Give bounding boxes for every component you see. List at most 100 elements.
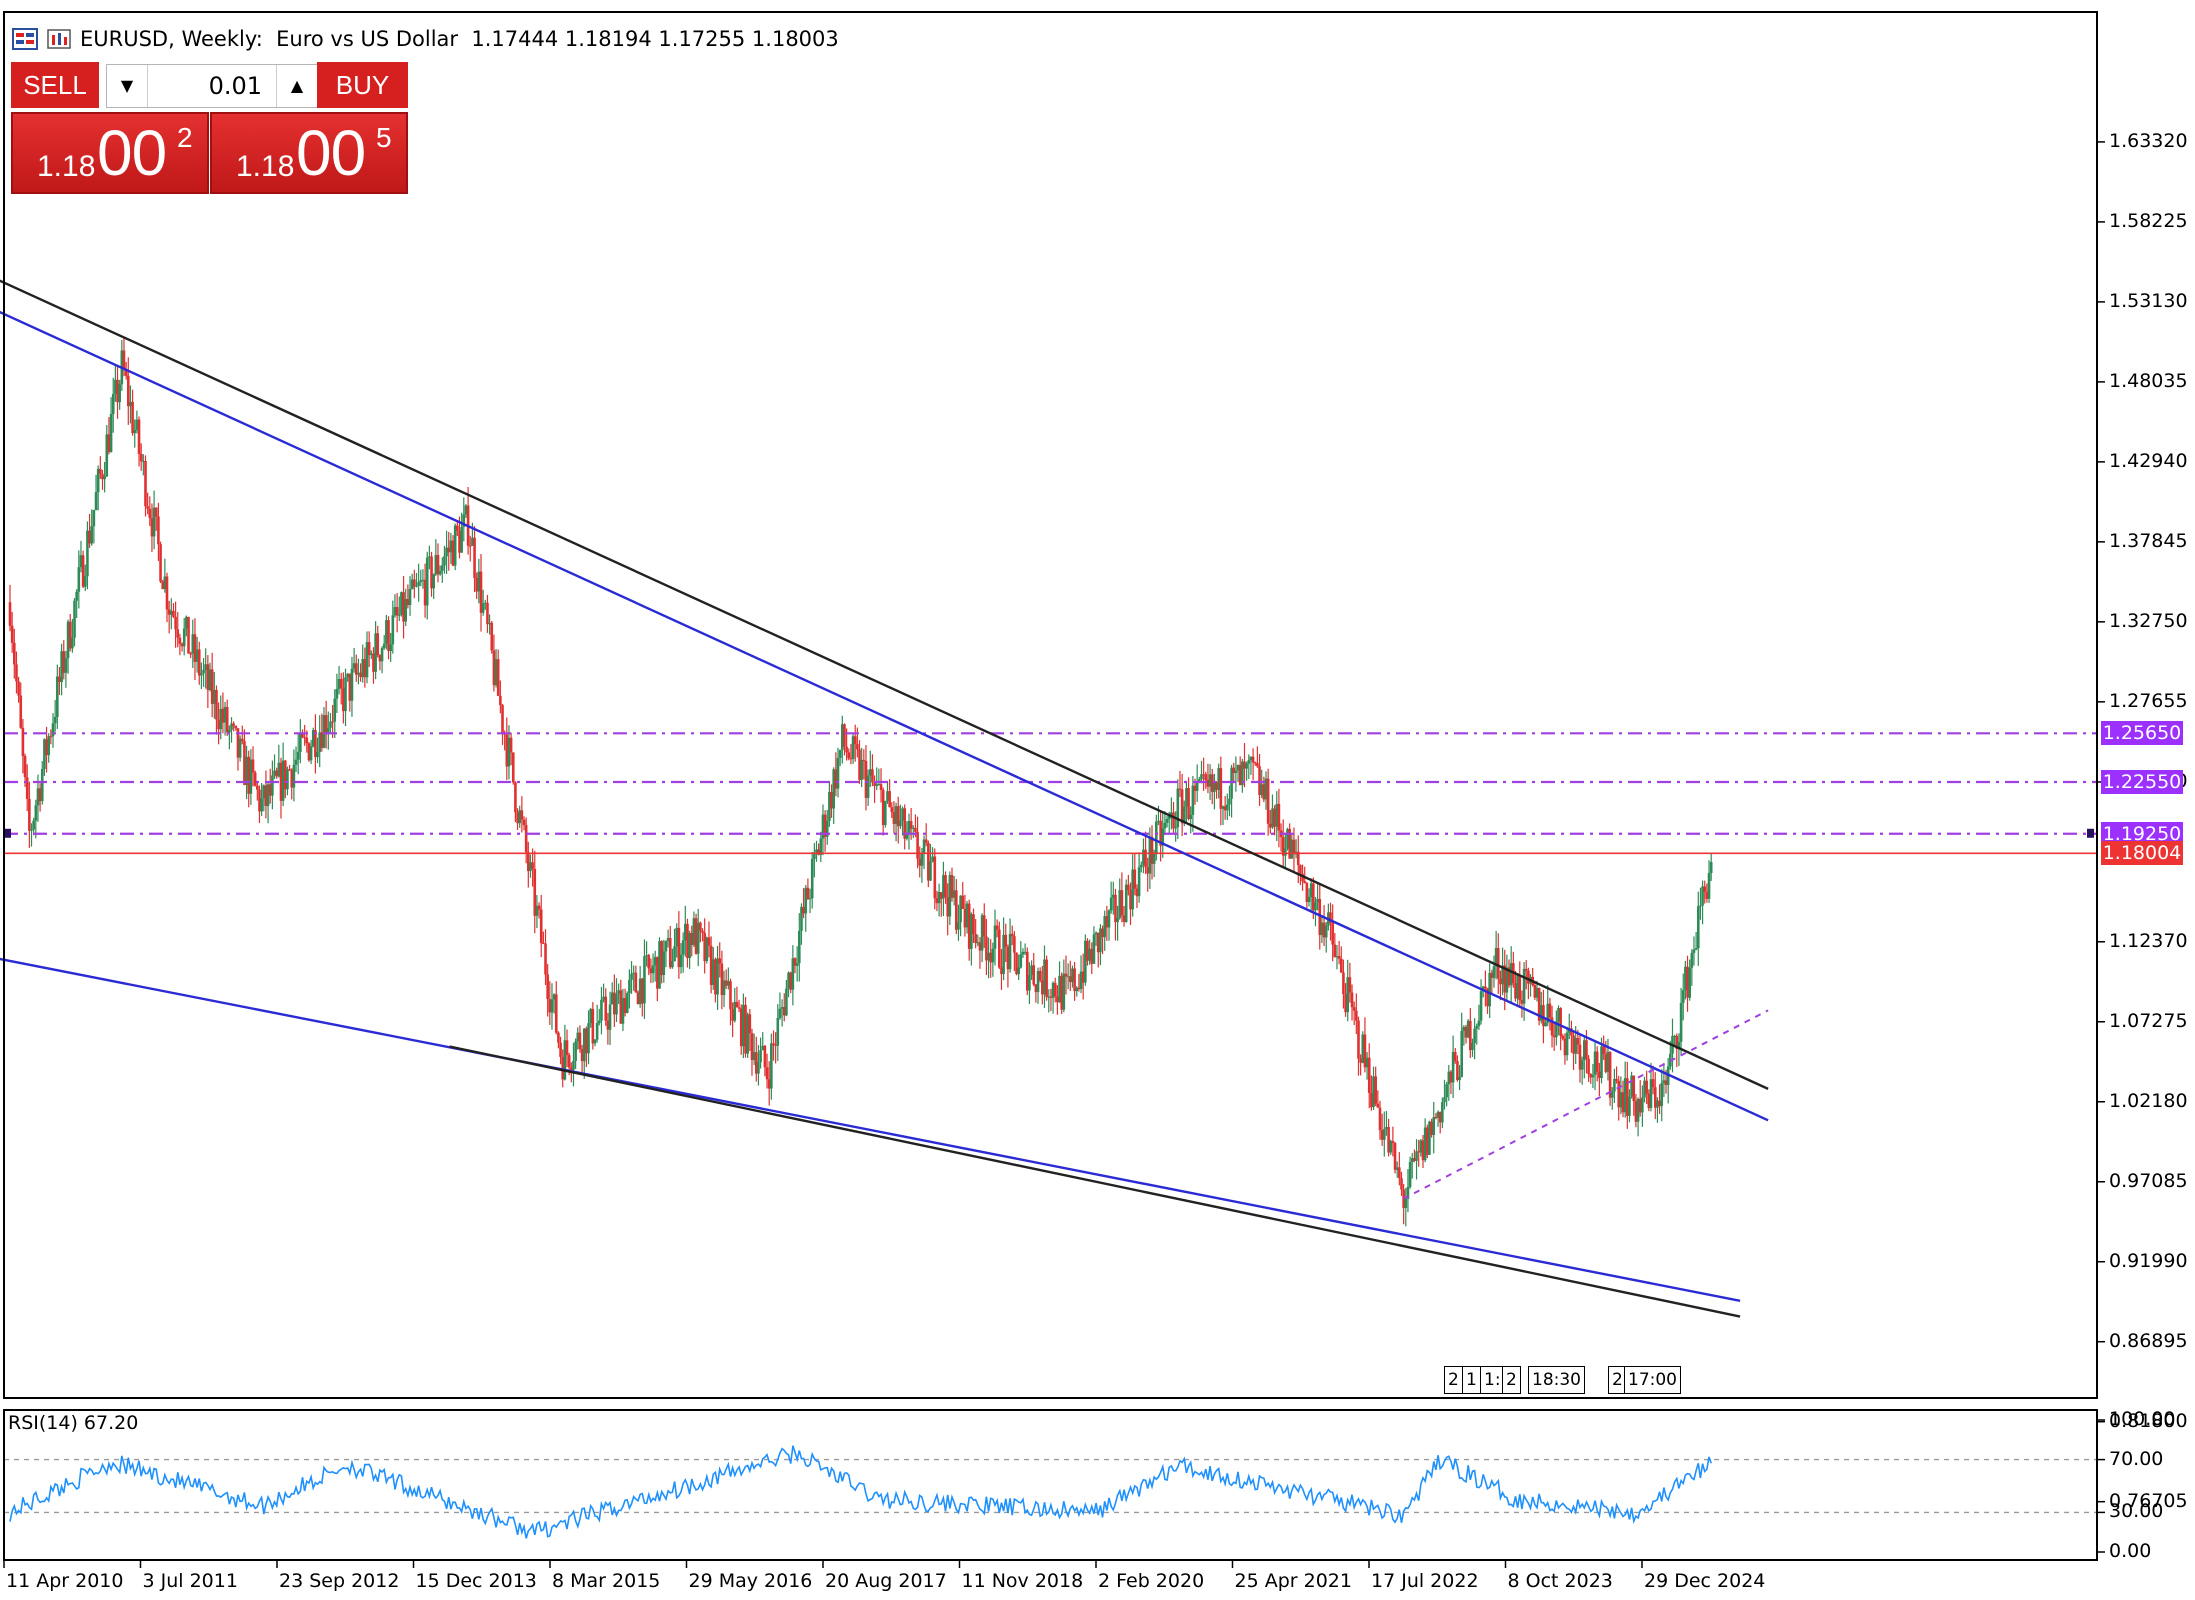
timeline-marker[interactable]: 2 <box>1502 1366 1521 1394</box>
trendline-upper-blue <box>0 310 1769 1122</box>
candle-body <box>83 576 87 587</box>
candle-body <box>428 556 431 558</box>
candle-body <box>178 637 182 644</box>
candle-body <box>1355 1010 1358 1021</box>
candle-body <box>1365 1057 1369 1068</box>
candle-body <box>232 723 235 726</box>
lot-size-field[interactable]: ▼ 0.01 ▲ <box>106 64 318 108</box>
candle-body <box>995 925 999 930</box>
candle-body <box>1630 1075 1633 1097</box>
candle-body <box>507 737 511 767</box>
candle-body <box>806 887 810 900</box>
candle-body <box>1086 940 1089 961</box>
timeline-marker[interactable]: 2 <box>1444 1366 1463 1394</box>
candle-body <box>348 673 352 701</box>
candle-body <box>1372 1076 1375 1108</box>
candle-body <box>559 1042 562 1057</box>
candle-body <box>1675 1035 1679 1049</box>
candle-body <box>1262 784 1266 800</box>
candle-body <box>1006 946 1010 970</box>
candle-body <box>671 961 674 968</box>
price-tag: 1.18004 <box>2101 841 2183 866</box>
timeline-marker[interactable]: 2 <box>1608 1366 1627 1394</box>
candle-body <box>533 868 537 916</box>
candle-body <box>1471 1042 1474 1051</box>
candle-body <box>520 810 524 820</box>
candle-body <box>511 752 515 783</box>
candle-body <box>1595 1051 1599 1072</box>
time-axis-label: 17 Jul 2022 <box>1371 1570 1479 1592</box>
candle-body <box>832 769 836 809</box>
candle-body <box>1163 822 1167 829</box>
sell-button[interactable]: SELL <box>11 62 99 108</box>
candle-body <box>582 1028 586 1062</box>
candle-body <box>1565 1032 1569 1056</box>
lot-increase-icon[interactable]: ▲ <box>276 65 317 107</box>
candle-body <box>884 800 887 826</box>
candle-body <box>101 473 104 480</box>
candle-body <box>144 460 147 507</box>
candle-body <box>825 820 829 837</box>
candle-body <box>236 728 240 758</box>
candle-body <box>1208 774 1212 787</box>
buy-button[interactable]: BUY <box>317 62 408 108</box>
candle-body <box>1580 1060 1584 1070</box>
candle-body <box>397 614 401 616</box>
candle-body <box>139 453 143 462</box>
candle-body <box>286 769 289 790</box>
candle-body <box>316 752 319 758</box>
lot-decrease-icon[interactable]: ▼ <box>107 65 148 107</box>
candle-body <box>656 957 659 989</box>
candle-body <box>1041 980 1044 995</box>
candle-body <box>1600 1046 1603 1078</box>
candle-body <box>746 1014 749 1054</box>
candle-body <box>1477 1020 1481 1027</box>
candle-body <box>761 1045 765 1051</box>
candle-body <box>830 791 833 809</box>
candle-body <box>1653 1087 1657 1108</box>
buy-price-button[interactable]: 1.18 00 5 <box>210 112 408 194</box>
candle-body <box>944 875 947 898</box>
candle-body <box>739 1008 743 1047</box>
candle-body <box>991 948 995 963</box>
timeline-marker[interactable]: 1 <box>1462 1366 1481 1394</box>
candle-body <box>931 856 934 862</box>
candle-body <box>1045 959 1048 997</box>
candle-body <box>462 514 466 527</box>
candle-body <box>79 555 83 568</box>
sell-price-fraction: 2 <box>177 122 193 153</box>
candle-body <box>1570 1028 1573 1036</box>
lot-size-value[interactable]: 0.01 <box>208 72 262 100</box>
candle-body <box>1010 933 1014 937</box>
candle-body <box>1230 767 1233 799</box>
candle-body <box>217 719 220 730</box>
candle-body <box>1051 982 1055 998</box>
candle-body <box>1593 1051 1597 1075</box>
candle-body <box>733 1001 737 1021</box>
candle-body <box>1367 1057 1371 1093</box>
timeline-marker[interactable]: 17:00 <box>1624 1366 1681 1394</box>
candle-body <box>501 705 504 733</box>
timeline-marker[interactable]: 18:30 <box>1528 1366 1585 1394</box>
candle-body <box>1436 1111 1440 1118</box>
price-axis-label: 0.76705 <box>2109 1489 2188 1512</box>
candle-body <box>243 741 246 785</box>
candle-body <box>873 782 876 786</box>
candle-body <box>922 839 926 854</box>
sell-price-button[interactable]: 1.18 00 2 <box>11 112 209 194</box>
candle-body <box>1021 951 1025 955</box>
candle-body <box>763 1045 767 1068</box>
candle-body <box>561 1056 565 1080</box>
candle-body <box>1557 1008 1560 1022</box>
candle-body <box>1339 958 1343 973</box>
candle-body <box>60 651 63 683</box>
candle-body <box>1107 910 1111 928</box>
timeline-marker[interactable]: 1: <box>1480 1366 1505 1394</box>
candle-body <box>1696 906 1700 949</box>
candle-body <box>630 973 633 980</box>
candle-body <box>1507 967 1511 986</box>
candle-body <box>1064 973 1068 977</box>
candle-body <box>959 895 962 923</box>
candle-body <box>1122 915 1126 922</box>
